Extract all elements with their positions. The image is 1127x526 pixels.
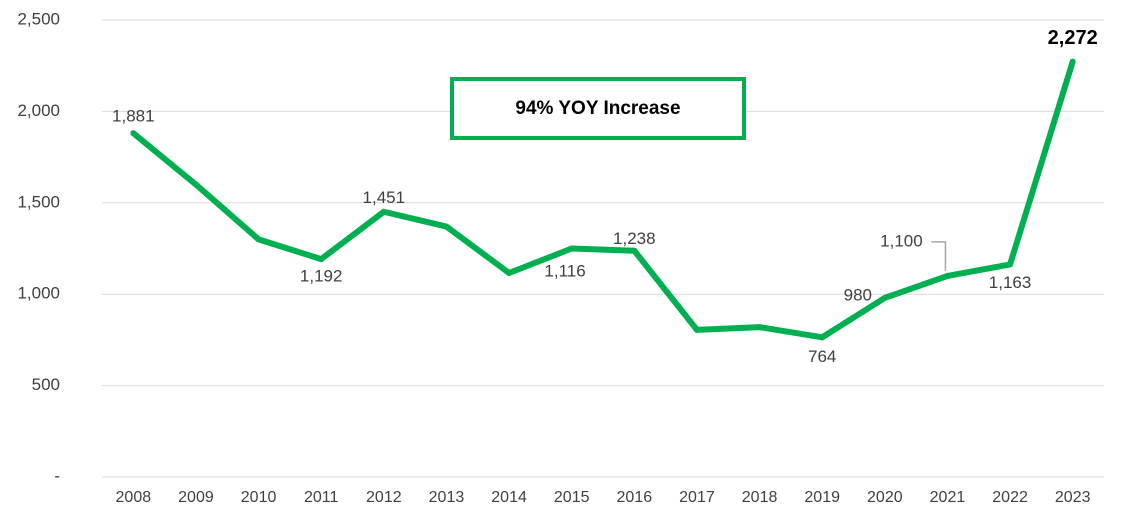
point bbox=[756, 324, 763, 331]
point bbox=[631, 247, 638, 254]
y-tick-label: 1,500 bbox=[17, 192, 60, 211]
point bbox=[819, 334, 826, 341]
x-tick-label: 2013 bbox=[429, 489, 465, 506]
point bbox=[568, 245, 575, 252]
x-tick-label: 2012 bbox=[366, 489, 402, 506]
data-label: 980 bbox=[844, 285, 872, 304]
x-tick-label: 2022 bbox=[992, 489, 1028, 506]
x-tick-label: 2017 bbox=[679, 489, 715, 506]
annotation-box bbox=[450, 77, 746, 140]
x-tick-label: 2020 bbox=[867, 489, 903, 506]
y-tick-label: 500 bbox=[32, 375, 60, 394]
x-tick-label: 2018 bbox=[742, 489, 778, 506]
data-label: 1,881 bbox=[112, 107, 155, 126]
x-tick-label: 2019 bbox=[804, 489, 840, 506]
point bbox=[881, 294, 888, 301]
data-label: 764 bbox=[808, 347, 836, 366]
point bbox=[693, 326, 700, 333]
x-tick-label: 2023 bbox=[1055, 489, 1091, 506]
y-tick-label: 2,000 bbox=[17, 101, 60, 120]
point bbox=[318, 256, 325, 263]
plot: - 500 1,000 1,500 2,000 2,500 2008 2009 2010 2011… bbox=[17, 9, 1104, 506]
point bbox=[192, 181, 199, 188]
x-tick-label: 2010 bbox=[241, 489, 277, 506]
point bbox=[944, 272, 951, 279]
data-label: 1,192 bbox=[300, 267, 343, 286]
x-tick-label: 2008 bbox=[116, 489, 152, 506]
x-tick-label: 2009 bbox=[178, 489, 214, 506]
y-tick-label: - bbox=[54, 466, 60, 485]
point bbox=[380, 208, 387, 215]
data-label: 1,238 bbox=[613, 229, 656, 248]
leader-line bbox=[931, 241, 947, 271]
line bbox=[131, 60, 1076, 341]
point bbox=[506, 269, 513, 276]
x-tick-label: 2016 bbox=[617, 489, 653, 506]
annotation: 94% YOY Increase bbox=[515, 98, 680, 119]
x-tick-label: 2015 bbox=[554, 489, 590, 506]
x-tick-label: 2011 bbox=[304, 489, 339, 506]
point bbox=[1069, 58, 1076, 65]
data-label: 2,272 bbox=[1048, 27, 1098, 49]
point bbox=[1007, 261, 1014, 268]
data-label: 1,100 bbox=[880, 231, 923, 250]
point bbox=[255, 236, 262, 243]
data-label: 1,163 bbox=[989, 273, 1032, 292]
y-tick-label: 2,500 bbox=[17, 9, 60, 28]
point bbox=[443, 223, 450, 230]
y-tick-label: 1,000 bbox=[17, 284, 60, 303]
point bbox=[130, 130, 137, 137]
x-tick-label: 2014 bbox=[491, 489, 527, 506]
x-tick-label: 2021 bbox=[930, 489, 966, 506]
data-label: 1,451 bbox=[363, 188, 406, 207]
data-label: 1,116 bbox=[544, 261, 585, 280]
